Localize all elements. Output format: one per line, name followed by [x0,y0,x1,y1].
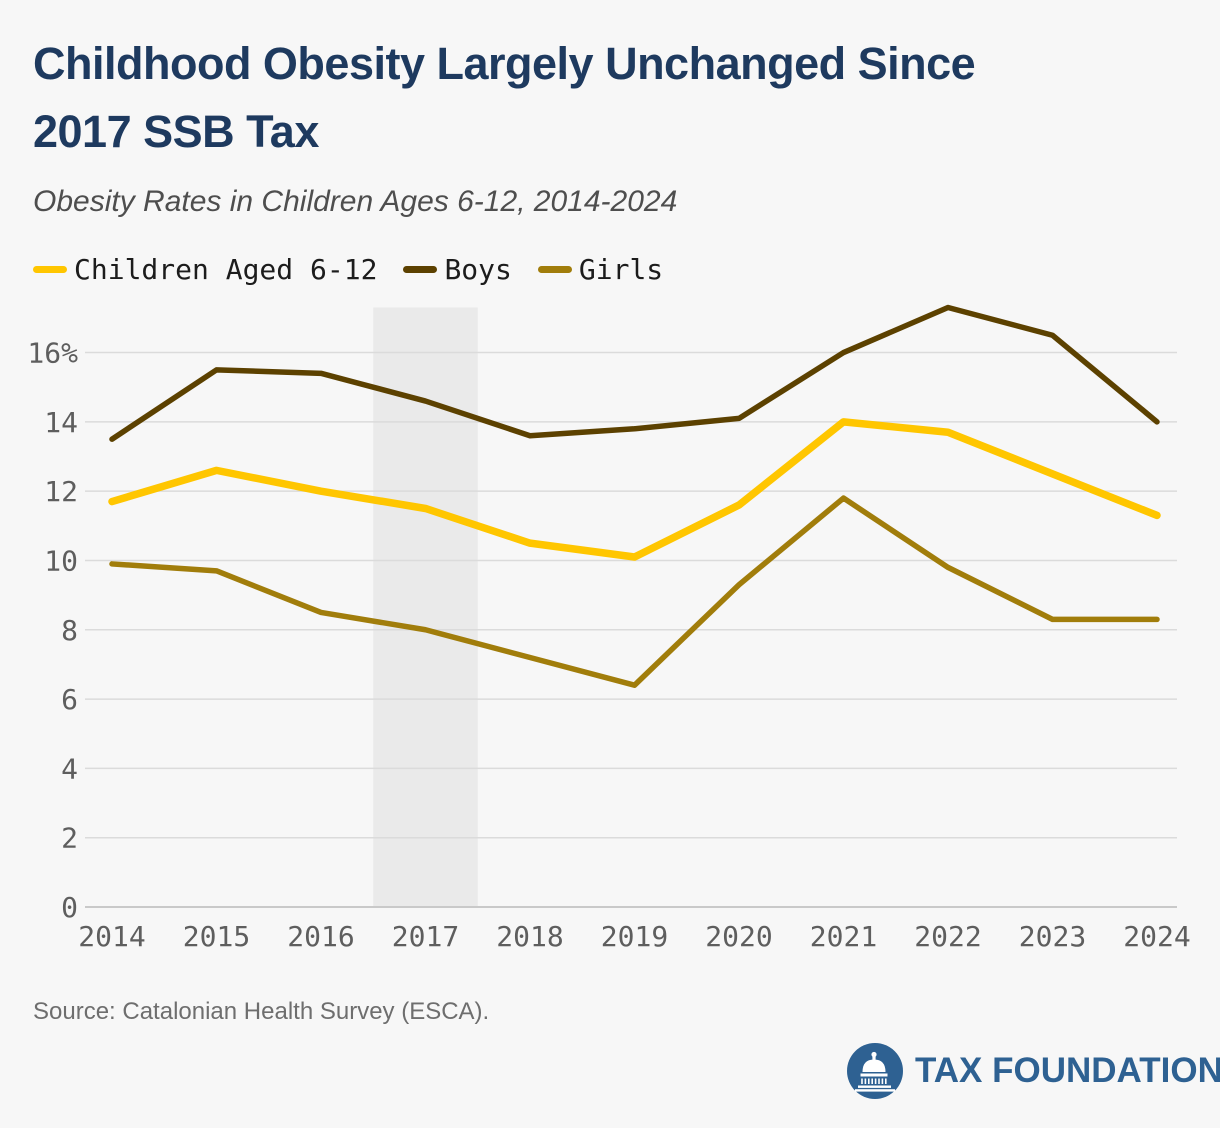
series-line-girls [109,495,1160,688]
legend-label: Boys [444,253,512,286]
y-tick-label: 6 [61,683,78,716]
y-tick-label: 10 [44,544,78,577]
chart-subtitle: Obesity Rates in Children Ages 6-12, 201… [33,185,678,218]
title-line-2: 2017 SSB Tax [33,105,319,157]
x-tick-label: 2022 [914,920,981,953]
legend-item: Girls [537,253,664,286]
x-tick-label: 2020 [705,920,772,953]
x-tick-label: 2023 [1019,920,1086,953]
y-tick-label: 8 [61,614,78,647]
legend-swatch-icon [33,266,67,273]
y-tick-label: 14 [44,406,78,439]
x-tick-label: 2018 [496,920,563,953]
y-tick-label: 0 [61,891,78,924]
legend-swatch-icon [537,266,572,273]
x-tick-label: 2015 [183,920,250,953]
legend-item: Children Aged 6-12 [33,253,377,286]
tax-year-highlight-band [373,307,478,907]
series-line-boys [109,304,1160,442]
legend-label: Girls [578,253,664,286]
x-tick-label: 2019 [601,920,668,953]
series-line-children-aged-6-12 [108,418,1161,561]
tax-foundation-logo: TAX FOUNDATION [846,1042,1220,1100]
chart-legend: Children Aged 6-12 Boys Girls [33,253,663,286]
source-note: Source: Catalonian Health Survey (ESCA). [33,998,490,1025]
x-tick-label: 2021 [810,920,877,953]
capitol-dome-icon [847,1043,903,1099]
title-line-1: Childhood Obesity Largely Unchanged Sinc… [33,38,976,89]
legend-swatch-icon [403,266,438,273]
y-tick-label: 12 [44,475,78,508]
legend-item: Boys [403,253,512,286]
x-tick-label: 2017 [392,920,459,953]
x-tick-label: 2024 [1123,920,1190,953]
x-tick-label: 2016 [287,920,354,953]
page-title: Childhood Obesity Largely Unchanged Sinc… [33,30,1173,165]
legend-label: Children Aged 6-12 [74,253,378,286]
x-tick-label: 2014 [78,920,145,953]
y-tick-label: 2 [61,822,78,855]
y-tick-label: 16% [27,337,78,370]
y-tick-label: 4 [61,752,78,785]
logo-wordmark: TAX FOUNDATION [915,1051,1220,1090]
